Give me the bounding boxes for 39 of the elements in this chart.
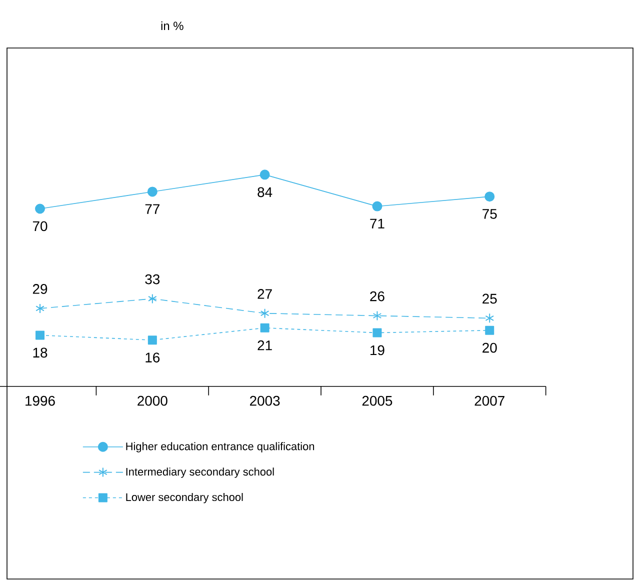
point — [36, 330, 45, 340]
legend-label: Intermediary secondary school — [126, 468, 274, 478]
x-tick-label: 2005 — [362, 396, 392, 406]
data-label: 77 — [145, 204, 160, 214]
legend-label: Higher education entrance qualification — [126, 442, 314, 452]
point — [260, 323, 270, 332]
text: in % — [161, 21, 184, 30]
point — [372, 328, 382, 338]
point — [147, 186, 158, 197]
data-label: 84 — [258, 187, 272, 198]
x-tick-label: 2003 — [250, 396, 280, 406]
data-label: 70 — [32, 221, 48, 232]
point — [35, 204, 46, 214]
point — [36, 303, 44, 314]
x-tick-label: 1996 — [26, 396, 55, 406]
data-label: 29 — [32, 284, 48, 294]
point — [260, 308, 270, 318]
x-tick-label: 2007 — [474, 396, 504, 406]
point — [148, 336, 157, 345]
data-label: 75 — [482, 209, 497, 219]
point — [260, 170, 270, 180]
point — [148, 294, 157, 304]
data-label: 19 — [370, 345, 384, 356]
data-label: 16 — [146, 352, 160, 362]
data-label: 20 — [482, 342, 497, 353]
data-label: 25 — [482, 294, 497, 304]
data-label: 26 — [370, 291, 384, 302]
data-label: 21 — [258, 340, 272, 350]
point — [372, 310, 382, 321]
point — [485, 313, 494, 324]
data-label: 27 — [258, 289, 272, 299]
point — [372, 201, 382, 212]
data-label: 18 — [33, 348, 48, 358]
legend-label: Lower secondary school — [126, 493, 243, 504]
data-label: 33 — [145, 274, 160, 284]
x-tick-label: 2000 — [138, 396, 168, 406]
data-label: 71 — [370, 218, 384, 228]
point — [485, 326, 494, 335]
point — [484, 192, 495, 202]
